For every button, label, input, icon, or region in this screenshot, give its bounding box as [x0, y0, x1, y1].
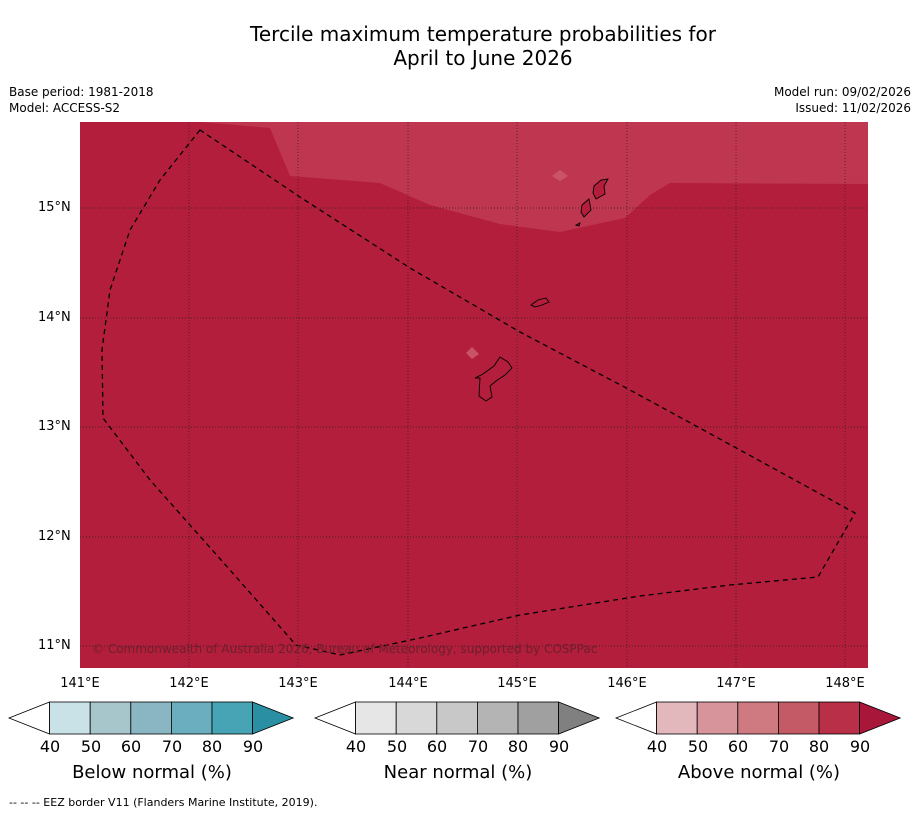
colorbar-below-segment-80 [211, 701, 253, 735]
lon-label-144: 144°E [388, 676, 428, 691]
above-tick-60: 60 [727, 737, 749, 756]
colorbar-below-high-extension [252, 701, 295, 735]
issued-date: Issued: 11/02/2026 [795, 101, 911, 115]
above-tick-40: 40 [646, 737, 668, 756]
below-tick-90: 90 [242, 737, 264, 756]
colorbar-near-segment-60 [436, 701, 478, 735]
above-tick-80: 80 [808, 737, 830, 756]
lon-label-148: 148°E [825, 676, 865, 691]
colorbar-below-low-extension [7, 701, 50, 735]
colorbar-above-segment-40 [656, 701, 698, 735]
lon-label-142: 142°E [169, 676, 209, 691]
lat-label-13: 13°N [38, 419, 71, 434]
eez-border [101, 129, 856, 656]
lon-label-145: 145°E [497, 676, 537, 691]
colorbar-above-segment-50 [696, 701, 739, 735]
colorbar-above-segment-70 [778, 701, 820, 735]
probability-map [80, 122, 868, 668]
lon-label-143: 143°E [278, 676, 318, 691]
island-guam [474, 356, 513, 402]
near-tick-50: 50 [386, 737, 408, 756]
probability-region-70-80 [200, 122, 868, 232]
near-tick-60: 60 [426, 737, 448, 756]
near-tick-90: 90 [548, 737, 570, 756]
colorbar-above-high-extension [859, 701, 902, 735]
above-tick-70: 70 [768, 737, 790, 756]
near-tick-40: 40 [345, 737, 367, 756]
model-name: Model: ACCESS-S2 [9, 101, 121, 115]
near-tick-80: 80 [507, 737, 529, 756]
colorbar-above-title: Above normal (%) [677, 762, 841, 783]
colorbar-near-segment-50 [395, 701, 438, 735]
lon-label-146: 146°E [607, 676, 647, 691]
colorbar-below-segment-40 [49, 701, 91, 735]
lat-label-15: 15°N [38, 200, 71, 215]
gridlines [80, 122, 868, 668]
colorbar-below-segment-60 [130, 701, 172, 735]
colorbar-near-segment-70 [476, 701, 519, 735]
island-saipan [592, 178, 609, 200]
colorbar-below [7, 701, 295, 735]
title-line-2: April to June 2026 [393, 46, 573, 70]
copyright-notice: © Commonwealth of Australia 2026, Bureau… [92, 642, 598, 656]
lon-label-147: 147°E [716, 676, 756, 691]
island-tinian [580, 198, 592, 218]
below-tick-80: 80 [201, 737, 223, 756]
colorbar-below-segment-50 [89, 701, 132, 735]
small-island-patch-2 [466, 347, 479, 359]
meta-left: Base period: 1981-2018 Model: ACCESS-S2 [9, 84, 154, 116]
near-tick-70: 70 [467, 737, 489, 756]
colorbar-above-segment-60 [737, 701, 779, 735]
colorbar-near-segment-40 [355, 701, 397, 735]
lat-label-11: 11°N [38, 638, 71, 653]
lat-label-12: 12°N [38, 529, 71, 544]
base-period: Base period: 1981-2018 [9, 85, 154, 99]
colorbar-near-title: Near normal (%) [383, 762, 533, 783]
island-rota [530, 297, 550, 308]
colorbar-below-segment-70 [170, 701, 213, 735]
above-tick-50: 50 [687, 737, 709, 756]
model-run: Model run: 09/02/2026 [773, 85, 911, 99]
small-island-patch-1 [552, 170, 568, 181]
below-tick-40: 40 [39, 737, 61, 756]
chart-title: Tercile maximum temperature probabilitie… [0, 22, 919, 70]
eez-footnote: -- -- -- EEZ border V11 (Flanders Marine… [9, 796, 318, 809]
colorbar-near-segment-80 [517, 701, 559, 735]
colorbar-near-low-extension [313, 701, 357, 735]
island-aguijan [574, 222, 581, 227]
lon-label-141: 141°E [60, 676, 100, 691]
below-tick-50: 50 [80, 737, 102, 756]
islands [474, 178, 609, 402]
above-tick-90: 90 [849, 737, 871, 756]
below-tick-70: 70 [161, 737, 183, 756]
colorbars [7, 701, 902, 735]
colorbar-near-high-extension [558, 701, 601, 735]
title-line-1: Tercile maximum temperature probabilitie… [250, 22, 716, 46]
colorbar-above-segment-80 [818, 701, 860, 735]
colorbar-below-title: Below normal (%) [72, 762, 232, 783]
meta-right: Model run: 09/02/2026 Issued: 11/02/2026 [774, 84, 911, 116]
colorbar-above [614, 701, 902, 735]
colorbar-above-low-extension [614, 701, 657, 735]
lat-label-14: 14°N [38, 310, 71, 325]
below-tick-60: 60 [120, 737, 142, 756]
colorbar-near [313, 701, 601, 735]
